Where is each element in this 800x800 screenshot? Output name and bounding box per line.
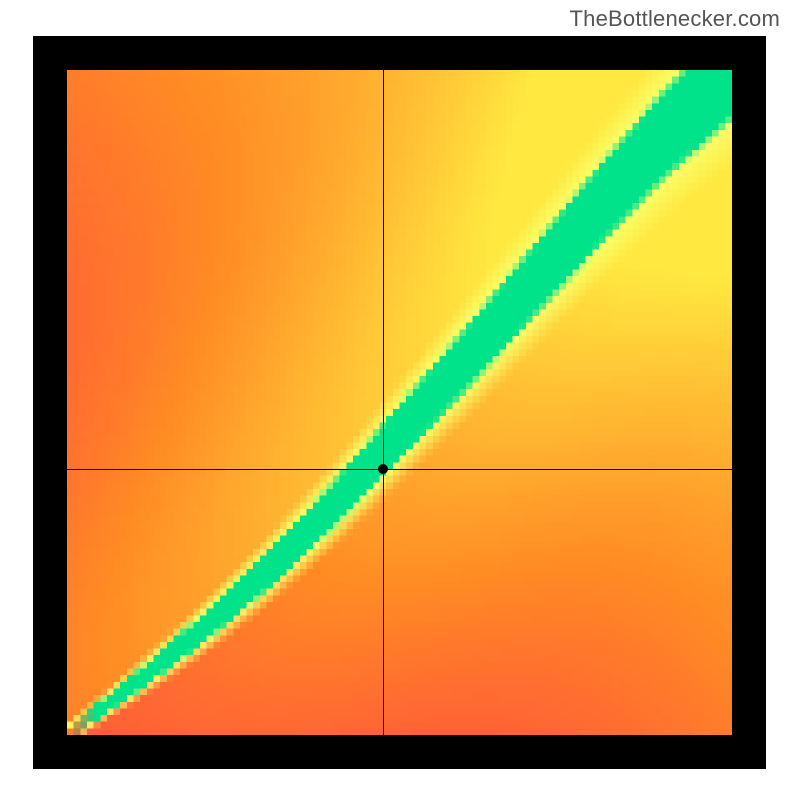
bottleneck-chart-container: TheBottlenecker.com (0, 0, 800, 800)
crosshair-horizontal (67, 469, 732, 470)
data-point-marker (378, 464, 388, 474)
crosshair-vertical (383, 70, 384, 735)
attribution-text: TheBottlenecker.com (570, 6, 780, 32)
heatmap-canvas (67, 70, 732, 735)
chart-outer-frame (33, 36, 766, 769)
chart-heatmap-area (67, 70, 732, 735)
